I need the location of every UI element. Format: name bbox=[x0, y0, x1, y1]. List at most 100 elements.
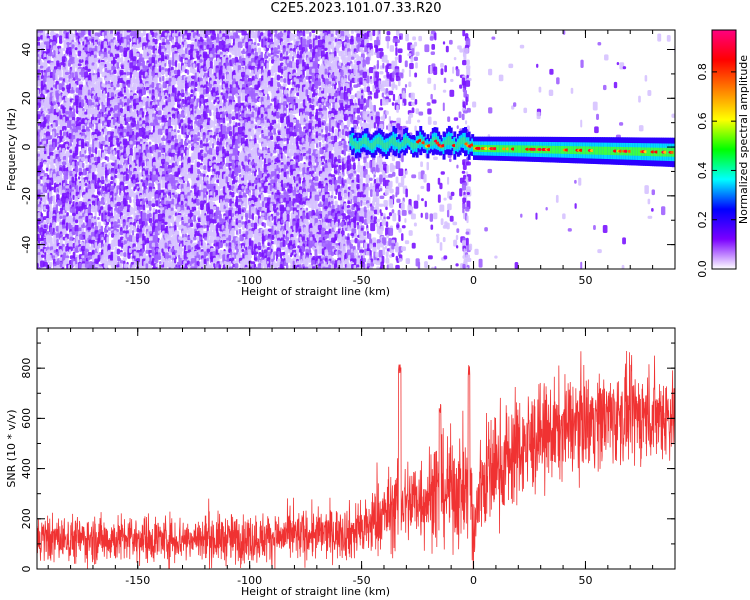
spectrogram-cell bbox=[226, 203, 229, 208]
spectrogram-cell bbox=[91, 105, 95, 109]
spectrogram-cell bbox=[130, 191, 135, 197]
spectrogram-cell bbox=[119, 146, 123, 150]
spectrogram-cell bbox=[238, 143, 242, 147]
spectrogram-cell bbox=[75, 215, 80, 221]
spectrogram-cell bbox=[129, 144, 134, 149]
spectrogram-cell bbox=[120, 36, 124, 45]
spectrogram-cell bbox=[257, 92, 261, 96]
spectrogram-cell bbox=[174, 56, 178, 60]
spectrogram-cell bbox=[164, 264, 168, 269]
spectrogram-cell bbox=[52, 122, 56, 130]
spectrogram-cell bbox=[69, 107, 73, 111]
spectrogram-cell bbox=[135, 44, 140, 49]
spectrogram-cell bbox=[72, 231, 76, 236]
spectrogram-cell bbox=[37, 36, 41, 41]
spectrogram-cell bbox=[114, 159, 118, 166]
spectrogram-cell bbox=[94, 164, 97, 172]
spectrogram-cell bbox=[59, 71, 62, 76]
spectrogram-cell bbox=[42, 89, 46, 95]
spectrogram-cell bbox=[266, 122, 270, 127]
spectrogram-cell bbox=[66, 137, 70, 142]
spectrogram-cell bbox=[81, 156, 86, 162]
spectrogram-cell bbox=[119, 104, 123, 109]
spectrogram-cell bbox=[189, 222, 194, 228]
spectrogram-cell bbox=[241, 132, 245, 137]
spectrogram-cell bbox=[59, 129, 63, 136]
spectrogram-cell bbox=[68, 198, 73, 202]
spectrogram-cell bbox=[263, 89, 268, 94]
spectrogram-cell bbox=[75, 161, 81, 166]
spectrogram-cell bbox=[203, 165, 207, 170]
spectrogram-cell bbox=[106, 236, 109, 245]
spectrogram-cell bbox=[123, 132, 126, 137]
spectrogram-cell bbox=[251, 35, 255, 39]
spectrogram-cell bbox=[241, 248, 245, 253]
spectrogram-cell bbox=[161, 42, 167, 46]
spectrogram-cell bbox=[202, 33, 205, 39]
spectrogram-cell bbox=[116, 83, 120, 88]
spectrogram-cell bbox=[58, 161, 63, 165]
spectrogram-cell bbox=[183, 134, 186, 138]
spectrogram-cell bbox=[69, 161, 73, 166]
spectrogram-cell bbox=[250, 179, 254, 184]
spectrogram-cell bbox=[87, 227, 92, 231]
spectrogram-cell bbox=[207, 206, 210, 211]
spectrogram-cell bbox=[260, 84, 265, 90]
spectrogram-cell bbox=[219, 185, 222, 190]
spectrogram-cell bbox=[123, 92, 127, 96]
spectrogram-cell bbox=[84, 66, 88, 71]
spectrogram-cell bbox=[229, 119, 232, 125]
spectrogram-cell bbox=[144, 182, 149, 186]
spectrogram-cell bbox=[72, 212, 76, 217]
spectrogram-cell bbox=[42, 122, 47, 127]
spectrogram-cell bbox=[234, 149, 239, 153]
spectrogram-cell bbox=[183, 176, 188, 181]
spectrogram-cell bbox=[40, 254, 45, 258]
spectrogram-cell bbox=[228, 224, 232, 230]
spectrogram-cell bbox=[142, 182, 145, 187]
spectrogram-cell bbox=[95, 147, 98, 155]
spectrogram-cell bbox=[203, 197, 207, 201]
spectrogram-cell bbox=[116, 32, 120, 36]
spectrogram-cell bbox=[52, 77, 56, 81]
spectrogram-cell bbox=[42, 261, 48, 268]
spectrogram-cell bbox=[97, 200, 101, 206]
spectrogram-cell bbox=[241, 236, 244, 241]
spectrogram-cell bbox=[48, 197, 53, 205]
spectrogram-cell bbox=[94, 221, 97, 226]
spectrogram-cell bbox=[186, 114, 190, 118]
spectrogram-cell bbox=[136, 173, 139, 179]
spectrogram-cell bbox=[165, 35, 168, 40]
spectrogram-cell bbox=[127, 252, 131, 259]
spectrogram-cell bbox=[264, 38, 268, 42]
spectrogram-cell bbox=[165, 71, 168, 78]
spectrogram-cell bbox=[113, 59, 117, 64]
spectrogram-cell bbox=[157, 209, 161, 214]
spectrogram-cell bbox=[116, 248, 120, 255]
spectrogram-cell bbox=[91, 209, 95, 213]
spectrogram-cell bbox=[212, 197, 216, 202]
spectrogram-cell bbox=[245, 200, 248, 209]
spectrogram-cell bbox=[209, 119, 213, 128]
spectrogram-cell bbox=[183, 35, 188, 39]
spectrogram-cell bbox=[253, 158, 259, 163]
spectrogram-cell bbox=[178, 264, 181, 269]
spectrogram-cell bbox=[222, 140, 226, 145]
spectrogram-cell bbox=[60, 233, 64, 238]
spectrogram-cell bbox=[219, 119, 224, 123]
spectrogram-cell bbox=[186, 69, 190, 75]
spectrogram-cell bbox=[100, 176, 105, 182]
spectrogram-cell bbox=[85, 122, 88, 127]
spectrogram-cell bbox=[222, 89, 226, 94]
spectrogram-cell bbox=[78, 122, 82, 127]
spectrogram-cell bbox=[65, 111, 70, 115]
spectrogram-cell bbox=[85, 86, 88, 93]
spectrogram-cell bbox=[104, 95, 108, 99]
spectrogram-cell bbox=[251, 213, 254, 221]
spectrogram-cell bbox=[53, 245, 57, 251]
spectrogram-cell bbox=[101, 111, 104, 119]
spectrogram-cell bbox=[177, 179, 181, 183]
spectrogram-cell bbox=[260, 188, 265, 192]
spectrogram-cell bbox=[126, 44, 130, 48]
spectrogram-cell bbox=[158, 255, 162, 260]
